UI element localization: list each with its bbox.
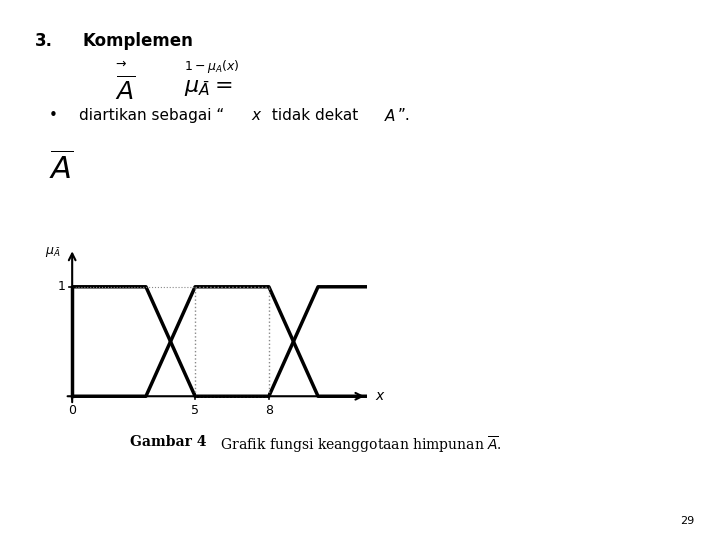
Text: Komplemen: Komplemen — [83, 32, 194, 50]
Text: 8: 8 — [265, 404, 273, 417]
Text: $\mu_{\bar{A}}=$: $\mu_{\bar{A}}=$ — [184, 78, 232, 98]
Text: $x$: $x$ — [251, 108, 262, 123]
Text: →: → — [115, 58, 126, 71]
Text: $x$: $x$ — [374, 389, 385, 403]
Text: $1 - \mu_A(x)$: $1 - \mu_A(x)$ — [184, 58, 239, 75]
Text: 1: 1 — [57, 280, 65, 293]
Text: ”.: ”. — [397, 108, 410, 123]
Text: 3.: 3. — [35, 32, 53, 50]
Text: $A$: $A$ — [384, 108, 397, 124]
Text: Gambar 4: Gambar 4 — [130, 435, 206, 449]
Text: tidak dekat: tidak dekat — [267, 108, 364, 123]
Text: 29: 29 — [680, 516, 695, 526]
Text: Grafik fungsi keanggotaan himpunan $\overline{A}$.: Grafik fungsi keanggotaan himpunan $\ove… — [212, 435, 503, 455]
Text: $\mu_{\bar{A}}$: $\mu_{\bar{A}}$ — [45, 245, 60, 259]
Text: 5: 5 — [191, 404, 199, 417]
Text: •: • — [49, 108, 58, 123]
Text: $\overline{A}$: $\overline{A}$ — [49, 151, 73, 185]
Text: $\overline{A}$: $\overline{A}$ — [115, 76, 135, 105]
Text: 0: 0 — [68, 404, 76, 417]
Text: diartikan sebagai “: diartikan sebagai “ — [79, 108, 225, 123]
